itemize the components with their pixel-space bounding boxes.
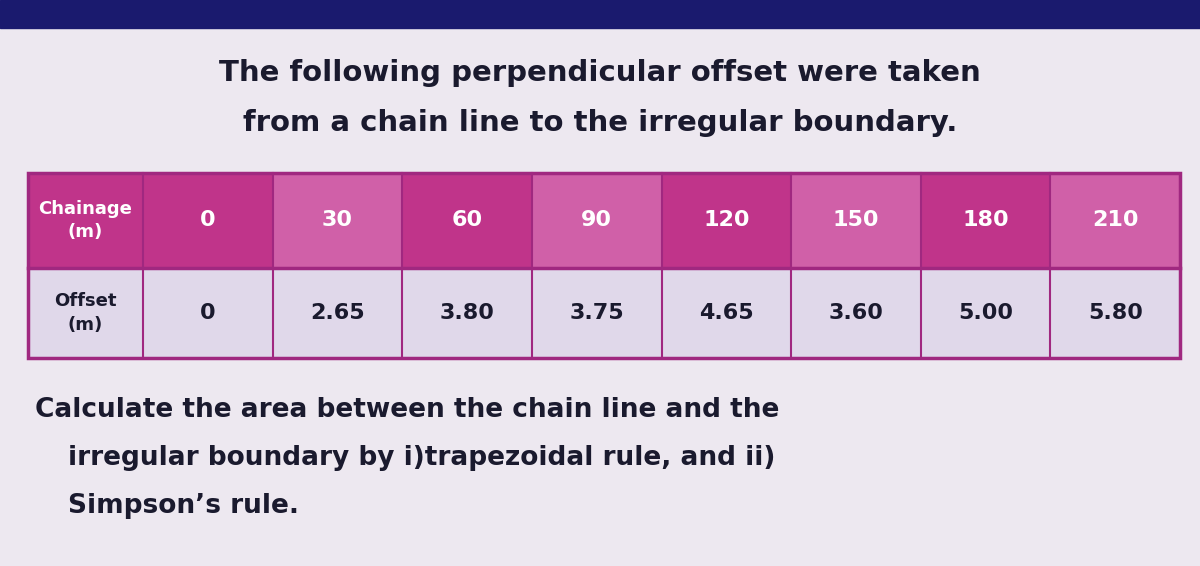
Text: Calculate the area between the chain line and the: Calculate the area between the chain lin…: [35, 397, 779, 423]
Bar: [791, 173, 920, 268]
Text: 3.60: 3.60: [828, 303, 883, 323]
Text: irregular boundary by i)trapezoidal rule, and ii): irregular boundary by i)trapezoidal rule…: [68, 445, 775, 471]
Text: 60: 60: [451, 211, 482, 230]
Text: 4.65: 4.65: [698, 303, 754, 323]
Bar: [28, 268, 1180, 358]
Text: 5.80: 5.80: [1087, 303, 1142, 323]
Text: 3.80: 3.80: [439, 303, 494, 323]
Text: 210: 210: [1092, 211, 1139, 230]
Bar: [272, 173, 402, 268]
Text: The following perpendicular offset were taken: The following perpendicular offset were …: [220, 59, 980, 87]
Bar: [28, 173, 1180, 358]
Bar: [28, 173, 143, 268]
Text: Chainage
(m): Chainage (m): [38, 200, 132, 241]
Text: 150: 150: [833, 211, 880, 230]
Text: 0: 0: [200, 303, 216, 323]
Bar: [1050, 173, 1180, 268]
Text: 3.75: 3.75: [569, 303, 624, 323]
Bar: [532, 173, 661, 268]
Text: 120: 120: [703, 211, 750, 230]
Text: 5.00: 5.00: [958, 303, 1013, 323]
Text: 90: 90: [581, 211, 612, 230]
Bar: [143, 173, 272, 268]
Text: 2.65: 2.65: [310, 303, 365, 323]
Text: from a chain line to the irregular boundary.: from a chain line to the irregular bound…: [242, 109, 958, 137]
Text: Simpson’s rule.: Simpson’s rule.: [68, 493, 299, 519]
Text: 180: 180: [962, 211, 1009, 230]
Bar: [920, 173, 1050, 268]
Text: 30: 30: [322, 211, 353, 230]
Bar: [402, 173, 532, 268]
Bar: [0, 0, 1200, 28]
Text: Offset
(m): Offset (m): [54, 292, 116, 334]
Bar: [661, 173, 791, 268]
Text: 0: 0: [200, 211, 216, 230]
